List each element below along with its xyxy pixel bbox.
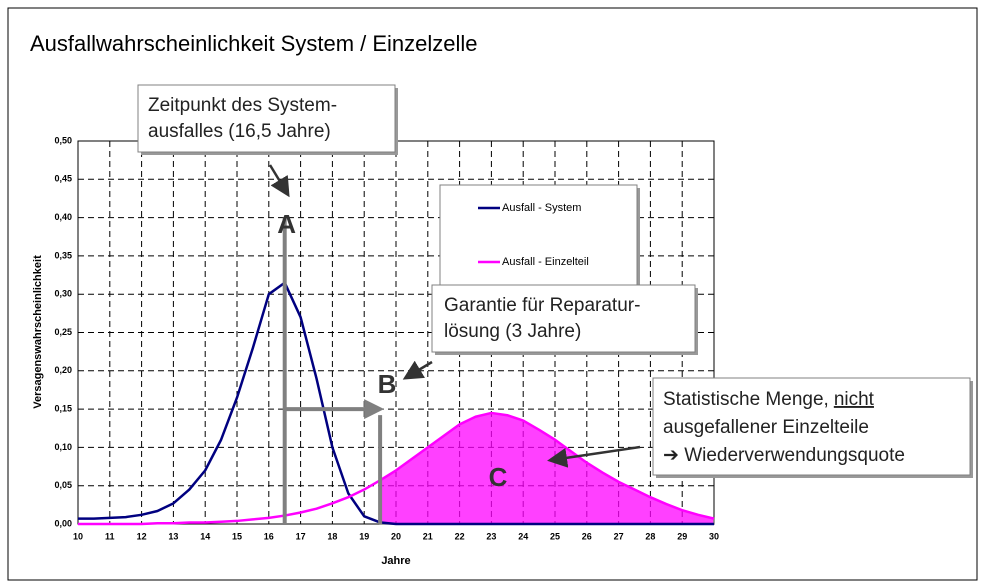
annotation-text: Garantie für Reparatur- (444, 295, 640, 316)
y-tick-label: 0,50 (54, 135, 72, 145)
y-tick-label: 0,40 (54, 212, 72, 222)
legend-label: Ausfall - System (502, 202, 581, 214)
series-line (78, 411, 715, 526)
x-tick-label: 10 (73, 531, 83, 541)
overlay: A B C Ausfall - System Ausfall - Einzelteil Z… (137, 84, 973, 492)
x-tick-label: 30 (709, 531, 719, 541)
y-tick-label: 0,25 (54, 327, 72, 337)
annotation-arrow (268, 164, 290, 198)
x-tick-label: 17 (296, 531, 306, 541)
x-tick-label: 21 (423, 531, 433, 541)
annotation-text: ➔ Wiederverwendungsquote (663, 445, 905, 466)
x-tick-label: 20 (391, 531, 401, 541)
series-line (78, 281, 714, 526)
x-tick-label: 19 (359, 531, 369, 541)
x-tick-label: 16 (264, 531, 274, 541)
x-tick-label: 18 (327, 531, 337, 541)
x-tick-label: 23 (486, 531, 496, 541)
y-tick-label: 0,30 (54, 289, 72, 299)
annotation-box (137, 84, 396, 153)
y-tick-label: 0,45 (54, 174, 72, 184)
y-tick-label: 0,15 (54, 403, 72, 413)
annotation-text: nicht (834, 389, 875, 410)
annotation-text: Statistische Menge, (663, 389, 829, 410)
x-tick-label: 29 (677, 531, 687, 541)
x-tick-label: 28 (645, 531, 655, 541)
y-tick-label: 0,05 (54, 480, 72, 490)
x-tick-label: 25 (550, 531, 560, 541)
annotation-box (431, 284, 696, 353)
x-tick-label: 22 (455, 531, 465, 541)
annotation-arrow (402, 360, 433, 380)
annotation-box (652, 377, 971, 476)
y-tick-label: 0,00 (54, 518, 72, 528)
label-b: B (378, 369, 397, 399)
y-axis-label: Versagenswahrscheinlichkeit (32, 255, 44, 409)
x-tick-label: 11 (105, 531, 115, 541)
chart-title: Ausfallwahrscheinlichkeit System / Einze… (30, 31, 478, 56)
annotation-text: ausfalles (16,5 Jahre) (148, 121, 331, 142)
annotation-arrow (547, 445, 641, 468)
x-tick-label: 27 (614, 531, 624, 541)
x-tick-label: 26 (582, 531, 592, 541)
legend-label: Ausfall - Einzelteil (502, 256, 589, 268)
annotation-text: ausgefallener Einzelteile (663, 417, 869, 438)
x-tick-label: 13 (168, 531, 178, 541)
x-tick-label: 15 (232, 531, 242, 541)
x-axis-label: Jahre (381, 555, 410, 567)
y-tick-label: 0,35 (54, 250, 72, 260)
x-tick-label: 14 (200, 531, 210, 541)
label-c: C (489, 462, 508, 492)
annotation-box (439, 184, 638, 291)
x-tick-label: 12 (137, 531, 147, 541)
annotation-text: Zeitpunkt des System- (148, 95, 337, 116)
annotation-text: lösung (3 Jahre) (444, 321, 581, 342)
y-tick-label: 0,20 (54, 365, 72, 375)
label-a: A (277, 209, 296, 239)
annotation-text: Statistische Menge, nicht (663, 389, 875, 410)
y-tick-label: 0,10 (54, 442, 72, 452)
x-tick-label: 24 (518, 531, 528, 541)
